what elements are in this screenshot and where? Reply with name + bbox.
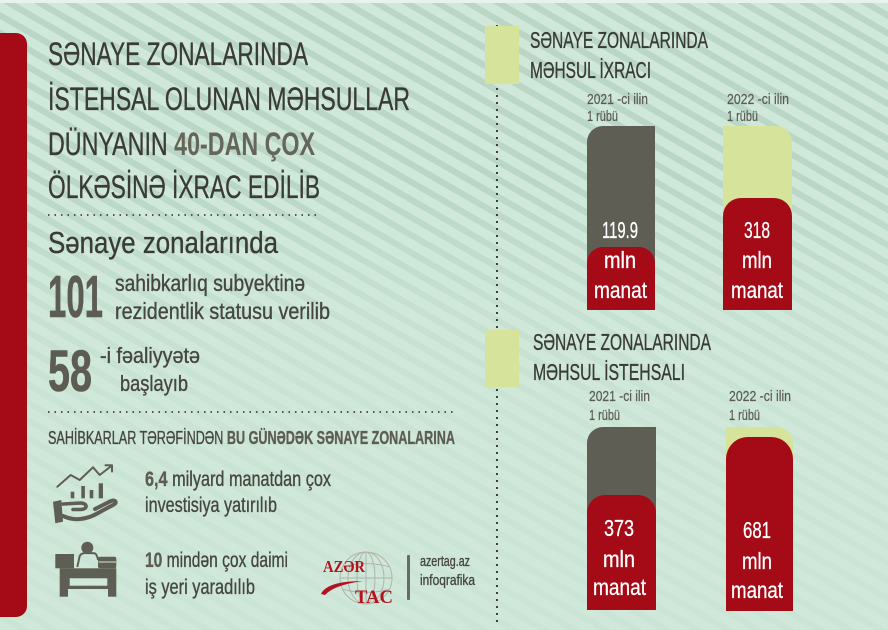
chart-2-bar-2021 <box>587 427 656 610</box>
chart-1-title-line-1: SƏNAYE ZONALARINDA <box>530 27 708 53</box>
jobs-line-1: 10 mindən çox daimi <box>145 550 288 571</box>
section-marker <box>485 330 519 387</box>
chart-1-bar-2022 <box>723 126 792 310</box>
logo-text-bottom: TAC <box>355 587 393 608</box>
globe-icon <box>339 551 393 605</box>
chart-1-bar-2021-value-fill <box>587 247 655 310</box>
logo-swoosh <box>321 581 363 595</box>
stat-number-101: 101 <box>48 264 103 330</box>
chart-2-bar-2-unit-2: manat <box>731 577 783 603</box>
stat-1-line-1: sahibkarlıq subyektinə <box>115 270 305 296</box>
investment-line-1-text: milyard manatdan çox <box>167 468 331 491</box>
office-worker-icon <box>55 541 117 597</box>
headline-line-1: SƏNAYE ZONALARINDA <box>48 36 308 72</box>
chart-2-bar-1-unit-2: manat <box>593 574 646 600</box>
chart-1-bar-2-quarter: 1 rübü <box>727 108 758 125</box>
chart-1-bar-2-unit-2: manat <box>731 277 783 303</box>
chart-1-bar-1-unit-2: manat <box>594 277 647 303</box>
vertical-dotted-divider <box>496 25 498 625</box>
chart-2-bar-2022-value-fill <box>726 437 793 611</box>
stat-1-line-2: rezidentlik statusu verilib <box>115 298 330 324</box>
chart-1-bar-2021 <box>587 126 655 310</box>
stat-number-58: 58 <box>48 339 92 404</box>
chart-2-bar-1-unit-1: mln <box>603 546 635 572</box>
chart-1-bar-2022-value-fill <box>723 198 792 310</box>
chart-2-bar-2022 <box>726 427 793 611</box>
investors-heading-bold: BU GÜNƏDƏK SƏNAYE ZONALARINA <box>226 428 455 448</box>
chart-1-bar-2-value: 318 <box>744 217 770 243</box>
chart-1-title-line-2: MƏHSUL İXRACI <box>530 57 651 83</box>
chart-2-bar-2-unit-1: mln <box>742 548 772 574</box>
jobs-value: 10 <box>145 549 163 572</box>
chart-2-title-line-1: SƏNAYE ZONALARINDA <box>533 329 711 355</box>
chart-2-title-line-2: MƏHSUL İSTEHSALI <box>533 359 685 385</box>
investors-heading: SAHİBKARLAR TƏRƏFİNDƏN BU GÜNƏDƏK SƏNAYE… <box>48 429 455 447</box>
logo-divider <box>407 555 410 600</box>
headline-line-3: DÜNYANIN 40-DAN ÇOX <box>48 128 315 160</box>
headline-highlight: 40-DAN ÇOX <box>174 126 315 162</box>
chart-2-bar-2-quarter: 1 rübü <box>729 407 760 424</box>
investment-line-2: investisiya yatırılıb <box>145 494 277 517</box>
headline-line-2: İSTEHSAL OLUNAN MƏHSULLAR <box>48 81 410 117</box>
chart-2-bar-1-quarter: 1 rübü <box>589 407 620 424</box>
azertac-logo: AZƏR TAC <box>321 551 393 608</box>
chart-1-bar-2-period: 2022 -ci ilin <box>727 91 789 108</box>
chart-2-bar-1-period: 2021 -ci ilin <box>589 388 650 405</box>
stat-2-line-2: başlayıb <box>120 371 188 396</box>
chart-2-bar-2021-value-fill <box>587 495 656 610</box>
headline-line-3-text: DÜNYANIN <box>48 126 175 162</box>
chart-2-bar-2-period: 2022 -ci ilin <box>729 388 791 405</box>
left-accent-bar <box>0 33 27 617</box>
jobs-line-2: iş yeri yaradılıb <box>145 576 255 599</box>
chart-1-bar-1-quarter: 1 rübü <box>587 108 618 125</box>
top-edge <box>0 0 888 3</box>
chart-1-bar-2-unit-1: mln <box>742 247 772 273</box>
section-marker <box>485 26 519 84</box>
chart-1-bar-1-unit-1: mln <box>604 247 636 273</box>
infographic-label: infoqrafika <box>420 572 475 589</box>
investment-growth-icon <box>53 464 118 524</box>
site-url: azertag.az <box>420 553 470 570</box>
chart-2-bar-2-value: 681 <box>743 517 771 543</box>
logo-text-top: AZƏR <box>323 557 366 576</box>
chart-1-bar-1-period: 2021 -ci ilin <box>587 91 648 108</box>
investment-line-1: 6,4 milyard manatdan çox <box>145 469 331 490</box>
dotted-divider <box>48 411 455 413</box>
jobs-line-1-text: mindən çox daimi <box>162 549 289 572</box>
investment-value: 6,4 <box>145 468 168 491</box>
headline-line-4: ÖLKƏSİNƏ İXRAC EDİLİB <box>48 169 320 205</box>
residency-intro: Sənaye zonalarında <box>48 225 278 260</box>
chart-2-bar-1-value: 373 <box>604 515 634 541</box>
investors-heading-regular: SAHİBKARLAR TƏRƏFİNDƏN <box>48 428 227 448</box>
dotted-divider <box>48 214 316 216</box>
chart-1-bar-1-value: 119.9 <box>602 217 638 243</box>
stat-2-line-1: -i fəaliyyətə <box>100 343 200 368</box>
